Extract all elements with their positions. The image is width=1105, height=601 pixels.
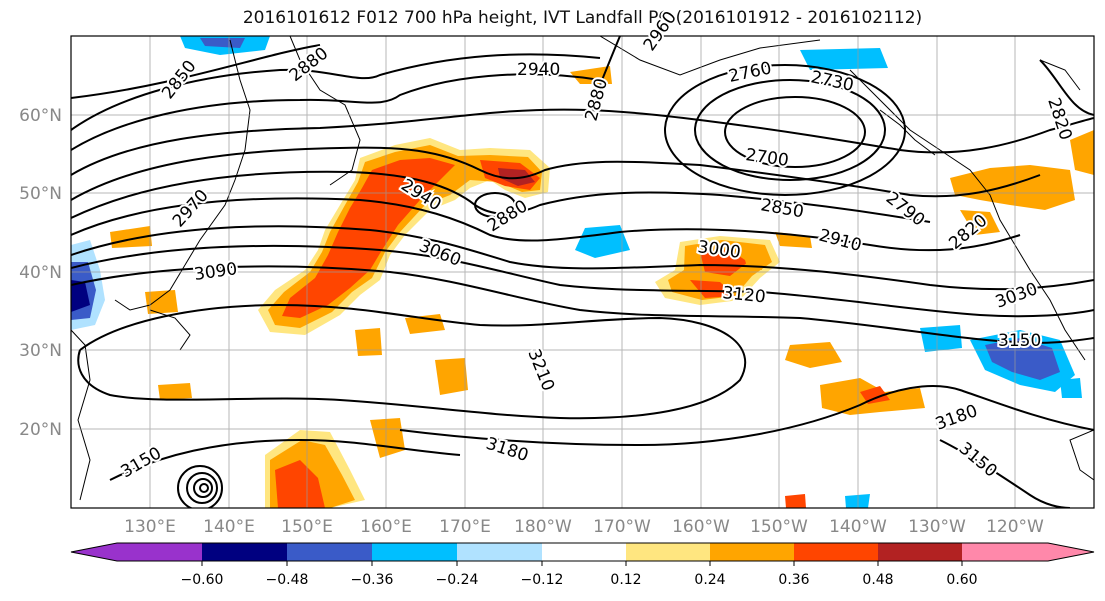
colorbar-swatch <box>287 543 372 561</box>
lat-label: 50°N <box>19 184 62 204</box>
colorbar-tick-label: −0.12 <box>521 572 564 588</box>
lon-label: 180°W <box>514 517 572 537</box>
colorbar-tick-label: −0.60 <box>181 572 224 588</box>
lon-label: 120°W <box>986 517 1044 537</box>
lat-label: 40°N <box>19 263 62 283</box>
colorbar-tick-label: 0.48 <box>862 572 893 588</box>
colorbar: −0.60 −0.48 −0.36 −0.24 −0.12 0.12 0.24 … <box>70 542 1095 588</box>
colorbar-tick-label: 0.60 <box>946 572 977 588</box>
contour-label: 3150 <box>998 331 1041 351</box>
colorbar-tick-label: 0.12 <box>610 572 641 588</box>
colorbar-tick-label: −0.36 <box>351 572 394 588</box>
colorbar-swatch <box>794 543 878 561</box>
height-contours <box>71 36 1094 508</box>
lon-label: 150°E <box>281 517 333 537</box>
lon-label: 170°W <box>593 517 651 537</box>
lon-label: 160°E <box>360 517 412 537</box>
colorbar-swatch <box>542 543 626 561</box>
lat-label: 60°N <box>19 106 62 126</box>
colorbar-swatch <box>710 543 794 561</box>
lon-label: 170°E <box>439 517 491 537</box>
colorbar-tick-label: 0.36 <box>778 572 809 588</box>
colorbar-tick-label: 0.24 <box>694 572 725 588</box>
colorbar-outline <box>70 542 1095 562</box>
gridlines <box>71 36 1094 508</box>
lat-label: 20°N <box>19 420 62 440</box>
colorbar-swatch <box>626 543 710 561</box>
colorbar-swatch <box>117 543 202 561</box>
longitude-labels: 130°E 140°E 150°E 160°E 170°E 180°W 170°… <box>124 517 1044 537</box>
lon-label: 130°W <box>908 517 966 537</box>
colorbar-swatch <box>372 543 457 561</box>
lon-label: 160°W <box>672 517 730 537</box>
lon-label: 150°W <box>750 517 808 537</box>
colorbar-swatch <box>878 543 962 561</box>
lat-label: 30°N <box>19 341 62 361</box>
colorbar-swatch <box>457 543 542 561</box>
contour-label: 2940 <box>517 60 560 80</box>
lon-label: 140°E <box>203 517 255 537</box>
latitude-labels: 60°N 50°N 40°N 30°N 20°N <box>19 106 62 440</box>
colorbar-low-extend <box>71 543 117 561</box>
colorbar-tick-label: −0.48 <box>266 572 309 588</box>
lon-label: 130°E <box>124 517 176 537</box>
map-title: 2016101612 F012 700 hPa height, IVT Land… <box>242 8 923 28</box>
colorbar-high-extend <box>1048 543 1094 561</box>
colorbar-tick-label: −0.24 <box>436 572 479 588</box>
lon-label: 140°W <box>829 517 887 537</box>
colorbar-swatch <box>962 543 1048 561</box>
colorbar-ticks <box>201 561 963 566</box>
colorbar-swatch <box>202 543 287 561</box>
map-frame <box>70 35 1095 509</box>
